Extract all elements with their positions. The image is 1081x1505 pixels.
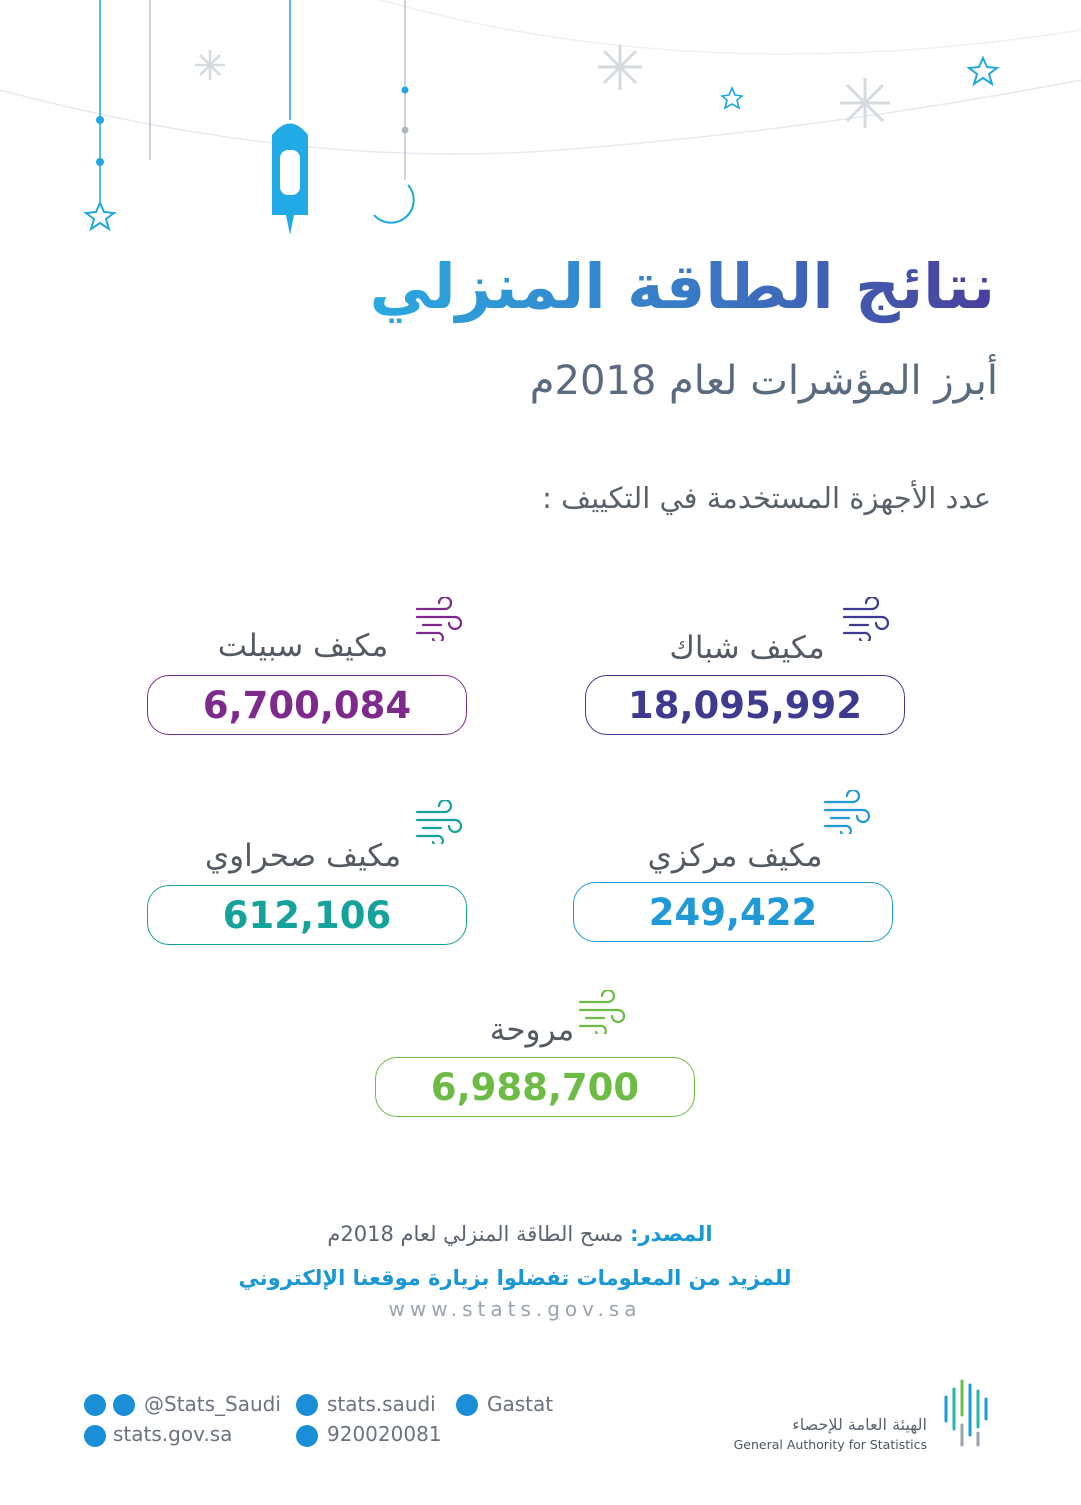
phone-icon <box>296 1425 318 1447</box>
logo-english: General Authority for Statistics <box>733 1437 927 1452</box>
logo-arabic: الهيئة العامة للإحصاء <box>792 1415 927 1434</box>
wind-icon <box>415 597 463 641</box>
section-label: عدد الأجهزة المستخدمة في التكييف : <box>542 481 991 515</box>
source: المصدر: مسح الطاقة المنزلي لعام 2018م <box>0 1222 1040 1246</box>
item-label: مكيف سبيلت <box>217 628 389 664</box>
title: نتائج الطاقة المنزلي <box>369 250 995 323</box>
wind-icon <box>578 990 626 1034</box>
web-icon <box>84 1425 106 1447</box>
subtitle: أبرز المؤشرات لعام 2018م <box>529 358 998 404</box>
twitter[interactable]: @Stats_Saudi <box>144 1392 281 1416</box>
logo-mark <box>944 1379 988 1447</box>
phone[interactable]: 920020081 <box>327 1422 442 1446</box>
item-label: مروحة <box>489 1012 575 1048</box>
facebook[interactable]: stats.saudi <box>327 1392 436 1416</box>
website[interactable]: www.stats.gov.sa <box>388 1297 642 1321</box>
linkedin-icon <box>456 1394 478 1416</box>
item-label: مكيف مركزي <box>647 838 823 874</box>
item-value: 18,095,992 <box>585 675 905 735</box>
facebook-icon <box>296 1394 318 1416</box>
linkedin[interactable]: Gastat <box>487 1392 554 1416</box>
web[interactable]: stats.gov.sa <box>113 1422 233 1446</box>
item-value: 249,422 <box>573 882 893 942</box>
item-value: 6,700,084 <box>147 675 467 735</box>
source-label: المصدر: <box>630 1222 713 1246</box>
wind-icon <box>415 800 463 844</box>
source-text: مسح الطاقة المنزلي لعام 2018م <box>327 1222 624 1246</box>
item-label: مكيف صحراوي <box>204 838 402 874</box>
item-value: 612,106 <box>147 885 467 945</box>
decoration <box>0 0 1081 235</box>
item-value: 6,988,700 <box>375 1057 695 1117</box>
wind-icon <box>842 597 890 641</box>
wind-icon <box>823 790 871 834</box>
twitter-icon <box>84 1394 106 1416</box>
more-info: للمزيد من المعلومات تفضلوا بزيارة موقعنا… <box>238 1266 792 1290</box>
item-label: مكيف شباك <box>669 630 825 666</box>
instagram-icon <box>113 1394 135 1416</box>
